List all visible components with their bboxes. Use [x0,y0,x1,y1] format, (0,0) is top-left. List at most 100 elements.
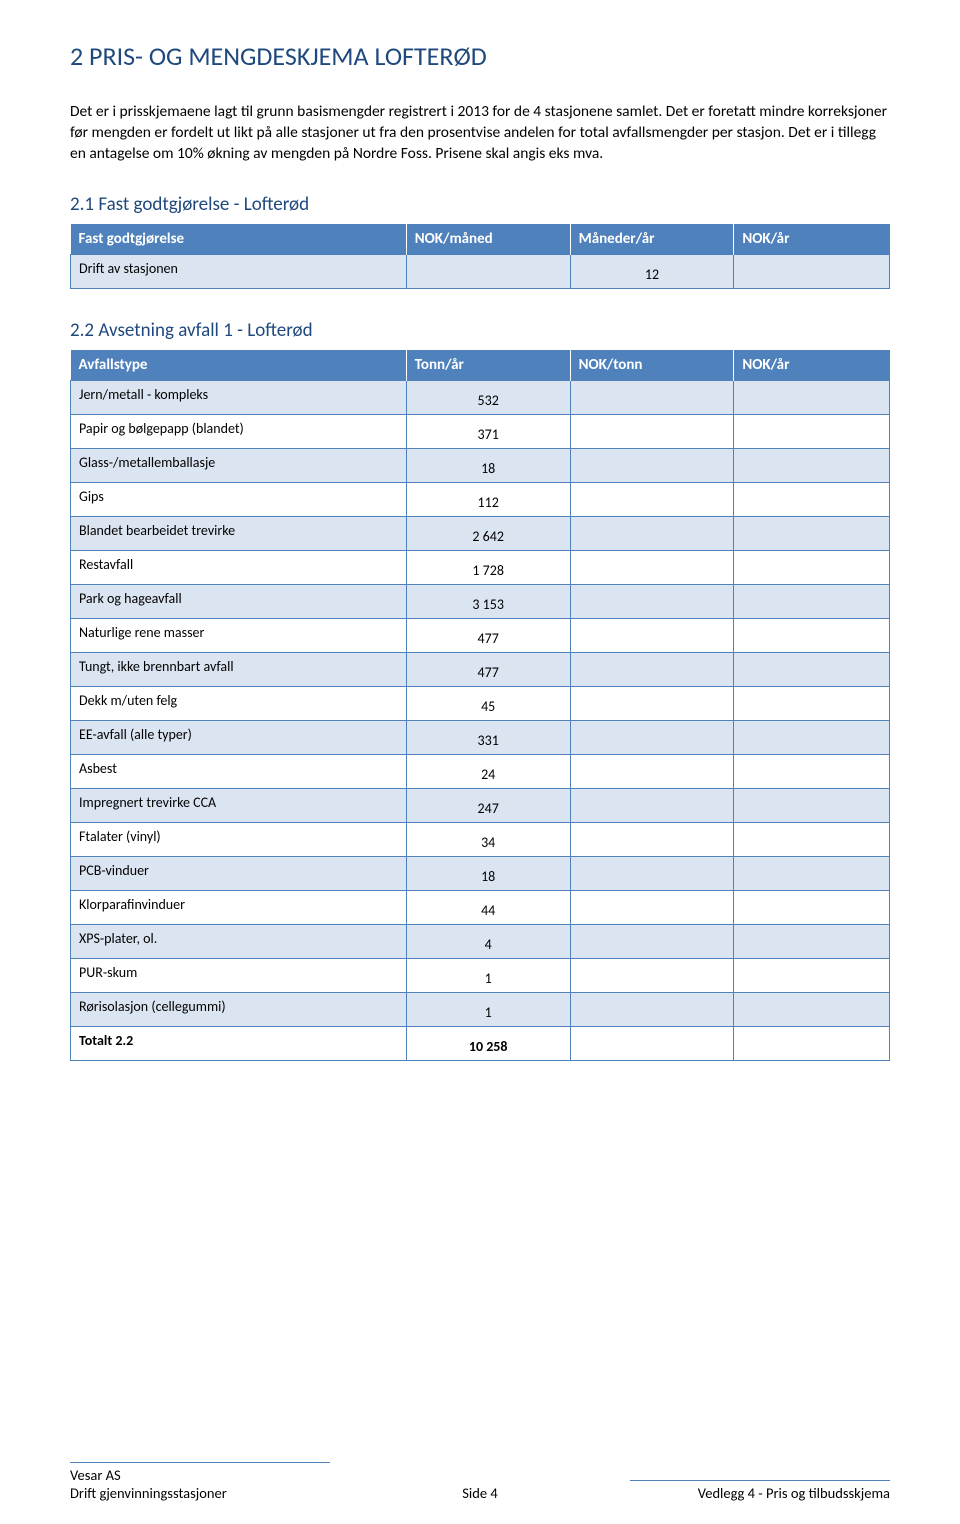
cell-empty [570,720,734,754]
cell-value: 1 [406,992,570,1026]
cell-empty [570,890,734,924]
cell-empty [570,380,734,414]
cell-empty [734,652,890,686]
cell-empty [570,686,734,720]
cell-value: 18 [406,856,570,890]
cell-empty [570,958,734,992]
cell-label: Drift av stasjonen [71,254,407,288]
cell-value: 44 [406,890,570,924]
table-row: Tungt, ikke brennbart avfall477 [71,652,890,686]
cell-label: PUR-skum [71,958,407,992]
cell-empty [734,482,890,516]
cell-label: Tungt, ikke brennbart avfall [71,652,407,686]
table-row: Jern/metall - kompleks532 [71,380,890,414]
th-nokar: NOK/år [734,224,890,255]
cell-value: 1 [406,958,570,992]
cell-empty [570,856,734,890]
footer-rule-right [630,1480,890,1481]
page-footer: Vesar AS Drift gjenvinningsstasjoner Sid… [70,1462,890,1502]
cell-empty [734,788,890,822]
cell-empty [570,754,734,788]
cell-empty [734,924,890,958]
cell-empty [406,254,570,288]
cell-label: Gips [71,482,407,516]
cell-label: Glass-/metallemballasje [71,448,407,482]
cell-empty [734,890,890,924]
cell-empty [734,414,890,448]
cell-empty [734,754,890,788]
cell-empty [734,958,890,992]
cell-label: Papir og bølgepapp (blandet) [71,414,407,448]
page-heading: 2 PRIS- OG MENGDESKJEMA LOFTERØD [70,40,890,72]
cell-label: Jern/metall - kompleks [71,380,407,414]
cell-value: 371 [406,414,570,448]
table-row: Gips112 [71,482,890,516]
cell-total-value: 10 258 [406,1026,570,1060]
cell-label: Ftalater (vinyl) [71,822,407,856]
table-row: Papir og bølgepapp (blandet)371 [71,414,890,448]
cell-label: Restavfall [71,550,407,584]
cell-empty [570,822,734,856]
cell-value: 112 [406,482,570,516]
cell-empty [570,584,734,618]
cell-value: 2 642 [406,516,570,550]
section-2-2-title: 2.2 Avsetning avfall 1 - Lofterød [70,319,890,342]
cell-empty [734,448,890,482]
cell-empty [570,516,734,550]
table-row: Restavfall1 728 [71,550,890,584]
cell-empty [734,584,890,618]
th-fast: Fast godtgjørelse [71,224,407,255]
cell-empty [570,788,734,822]
table-2-1: Fast godtgjørelse NOK/måned Måneder/år N… [70,224,890,289]
cell-label: Park og hageavfall [71,584,407,618]
cell-value: 4 [406,924,570,958]
cell-value: 331 [406,720,570,754]
table-2-2: Avfallstype Tonn/år NOK/tonn NOK/år Jern… [70,350,890,1061]
cell-empty [570,1026,734,1060]
cell-value: 34 [406,822,570,856]
cell-empty [570,482,734,516]
footer-company: Vesar AS [70,1466,330,1484]
table-row: Naturlige rene masser477 [71,618,890,652]
cell-value: 532 [406,380,570,414]
footer-project: Drift gjenvinningsstasjoner [70,1484,330,1502]
cell-empty [734,550,890,584]
cell-label: Rørisolasjon (cellegummi) [71,992,407,1026]
cell-empty [734,516,890,550]
cell-empty [734,822,890,856]
cell-empty [734,618,890,652]
cell-label: Impregnert trevirke CCA [71,788,407,822]
cell-label: Naturlige rene masser [71,618,407,652]
th-noktonn: NOK/tonn [570,350,734,381]
table-row: XPS-plater, ol.4 [71,924,890,958]
cell-empty [570,550,734,584]
table-row: Blandet bearbeidet trevirke2 642 [71,516,890,550]
cell-value: 477 [406,652,570,686]
table-row: Glass-/metallemballasje18 [71,448,890,482]
th-tonn: Tonn/år [406,350,570,381]
footer-page: Side 4 [330,1484,630,1502]
cell-label: EE-avfall (alle typer) [71,720,407,754]
table-row: PCB-vinduer18 [71,856,890,890]
th-nokmnd: NOK/måned [406,224,570,255]
cell-empty [734,720,890,754]
table-row: Asbest24 [71,754,890,788]
cell-value: 1 728 [406,550,570,584]
cell-empty [570,652,734,686]
cell-empty [734,380,890,414]
th-type: Avfallstype [71,350,407,381]
footer-doc: Vedlegg 4 - Pris og tilbudsskjema [630,1484,890,1502]
cell-label: XPS-plater, ol. [71,924,407,958]
cell-empty [734,856,890,890]
th-mnd: Måneder/år [570,224,734,255]
cell-label: Asbest [71,754,407,788]
cell-total-label: Totalt 2.2 [71,1026,407,1060]
cell-empty [570,414,734,448]
cell-label: Blandet bearbeidet trevirke [71,516,407,550]
cell-label: Dekk m/uten felg [71,686,407,720]
table-row: EE-avfall (alle typer)331 [71,720,890,754]
cell-value: 477 [406,618,570,652]
table-row: Ftalater (vinyl)34 [71,822,890,856]
intro-paragraph: Det er i prisskjemaene lagt til grunn ba… [70,102,890,165]
table-row: Rørisolasjon (cellegummi)1 [71,992,890,1026]
